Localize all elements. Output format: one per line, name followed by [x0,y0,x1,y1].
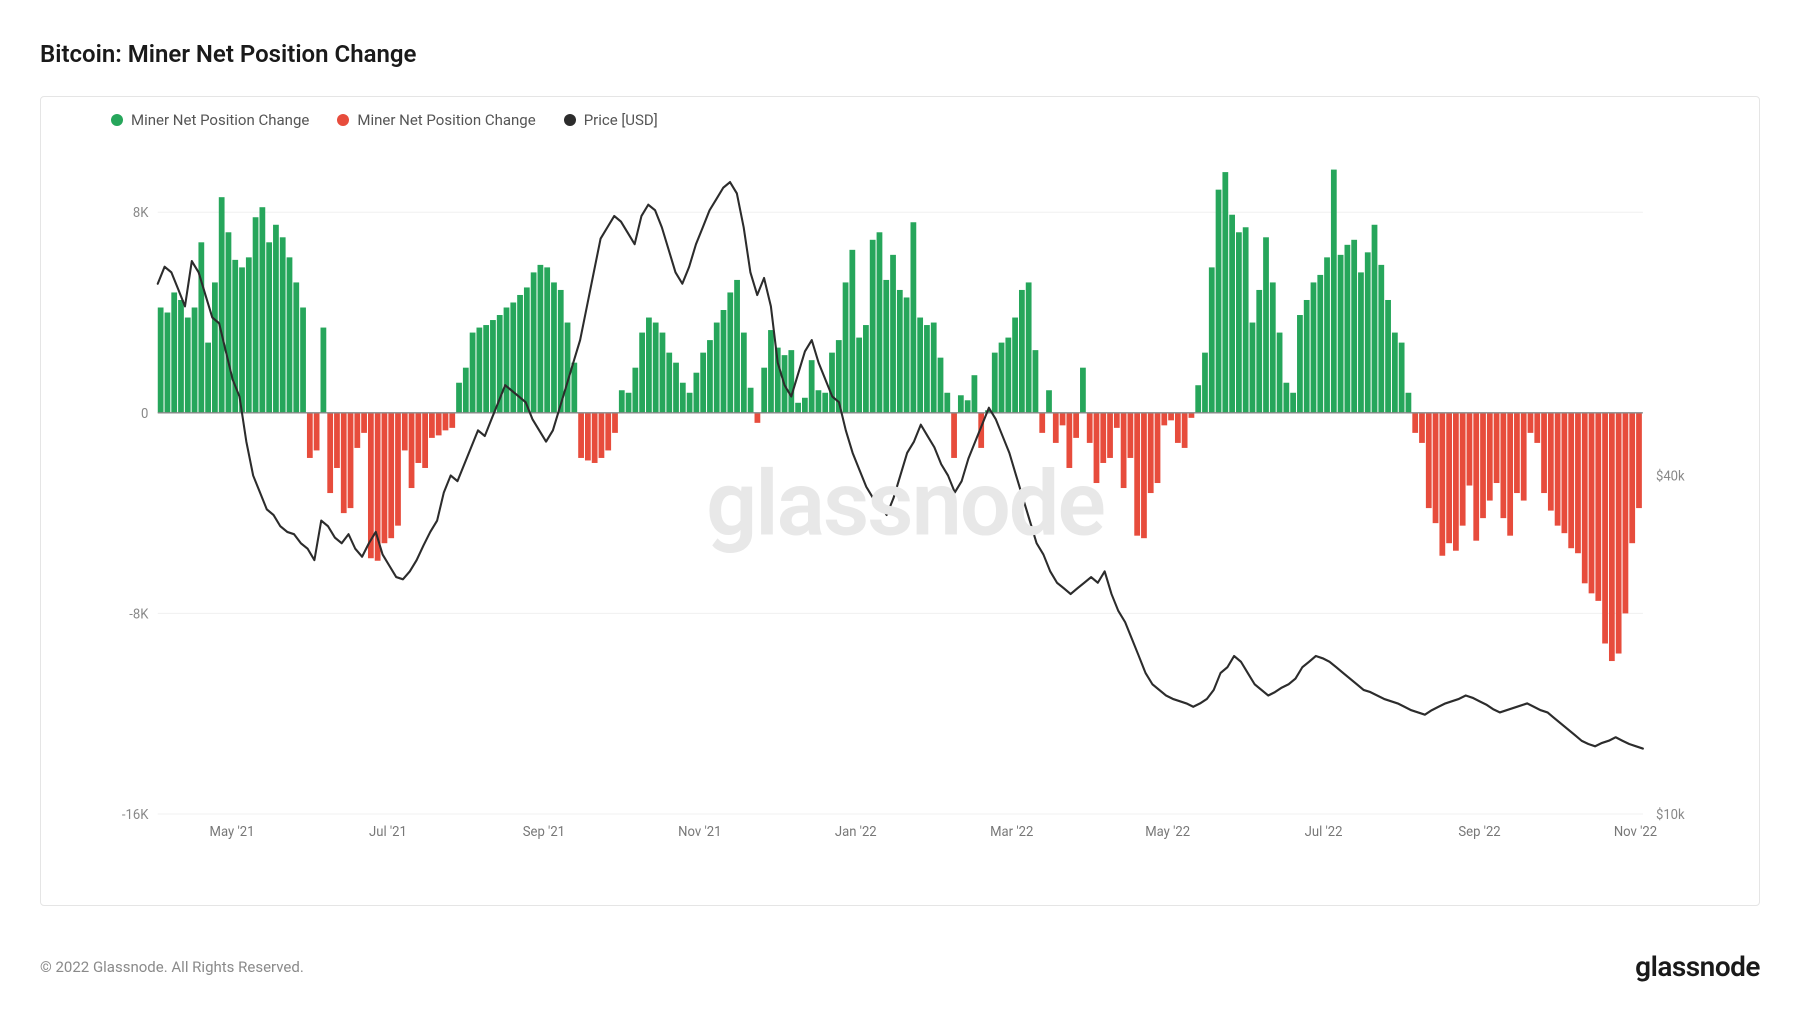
chart-container: Miner Net Position Change Miner Net Posi… [40,96,1760,906]
legend-label-pos: Miner Net Position Change [131,111,309,129]
svg-text:-16K: -16K [122,807,149,824]
brand-logo: glassnode [1635,950,1760,983]
legend-label-price: Price [USD] [584,111,658,129]
svg-text:Sep '21: Sep '21 [523,824,565,841]
svg-text:Sep '22: Sep '22 [1458,824,1501,841]
svg-text:Jan '22: Jan '22 [835,824,877,841]
copyright: © 2022 Glassnode. All Rights Reserved. [40,958,304,976]
svg-text:Nov '22: Nov '22 [1614,824,1658,841]
chart-svg: 8K 0 -8K -16K $40k $10k May '21 Jul '21 Sep '21 N… [111,137,1699,842]
legend-item-pos: Miner Net Position Change [111,111,309,129]
legend-item-neg: Miner Net Position Change [337,111,535,129]
svg-text:$40k: $40k [1656,468,1685,485]
svg-text:8K: 8K [133,205,149,222]
svg-text:Jul '22: Jul '22 [1305,824,1343,841]
svg-text:0: 0 [141,405,148,422]
legend: Miner Net Position Change Miner Net Posi… [111,111,1699,129]
svg-text:Mar '22: Mar '22 [990,824,1034,841]
svg-text:May '22: May '22 [1145,824,1190,841]
svg-text:May '21: May '21 [210,824,255,841]
chart-title: Bitcoin: Miner Net Position Change [40,40,1760,68]
plot-area: glassnode 8K0-8K-16K$40k$10kMay '21Jul '… [111,137,1699,842]
legend-item-price: Price [USD] [564,111,658,129]
legend-label-neg: Miner Net Position Change [357,111,535,129]
svg-text:$10k: $10k [1656,807,1685,824]
legend-dot-price [564,114,576,126]
legend-dot-neg [337,114,349,126]
legend-dot-pos [111,114,123,126]
svg-text:-8K: -8K [129,606,149,623]
footer: © 2022 Glassnode. All Rights Reserved. g… [40,950,1760,983]
svg-text:Jul '21: Jul '21 [369,824,407,841]
svg-text:Nov '21: Nov '21 [678,824,721,841]
